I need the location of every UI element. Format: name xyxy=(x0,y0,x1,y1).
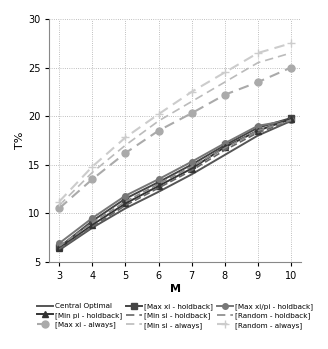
Legend: Central Optimal, [Min pi - holdback], [Max xi - always], [Max xi - holdback], [M: Central Optimal, [Min pi - holdback], [M… xyxy=(36,302,314,330)
X-axis label: M: M xyxy=(170,283,181,294)
Y-axis label: T%: T% xyxy=(15,132,25,149)
